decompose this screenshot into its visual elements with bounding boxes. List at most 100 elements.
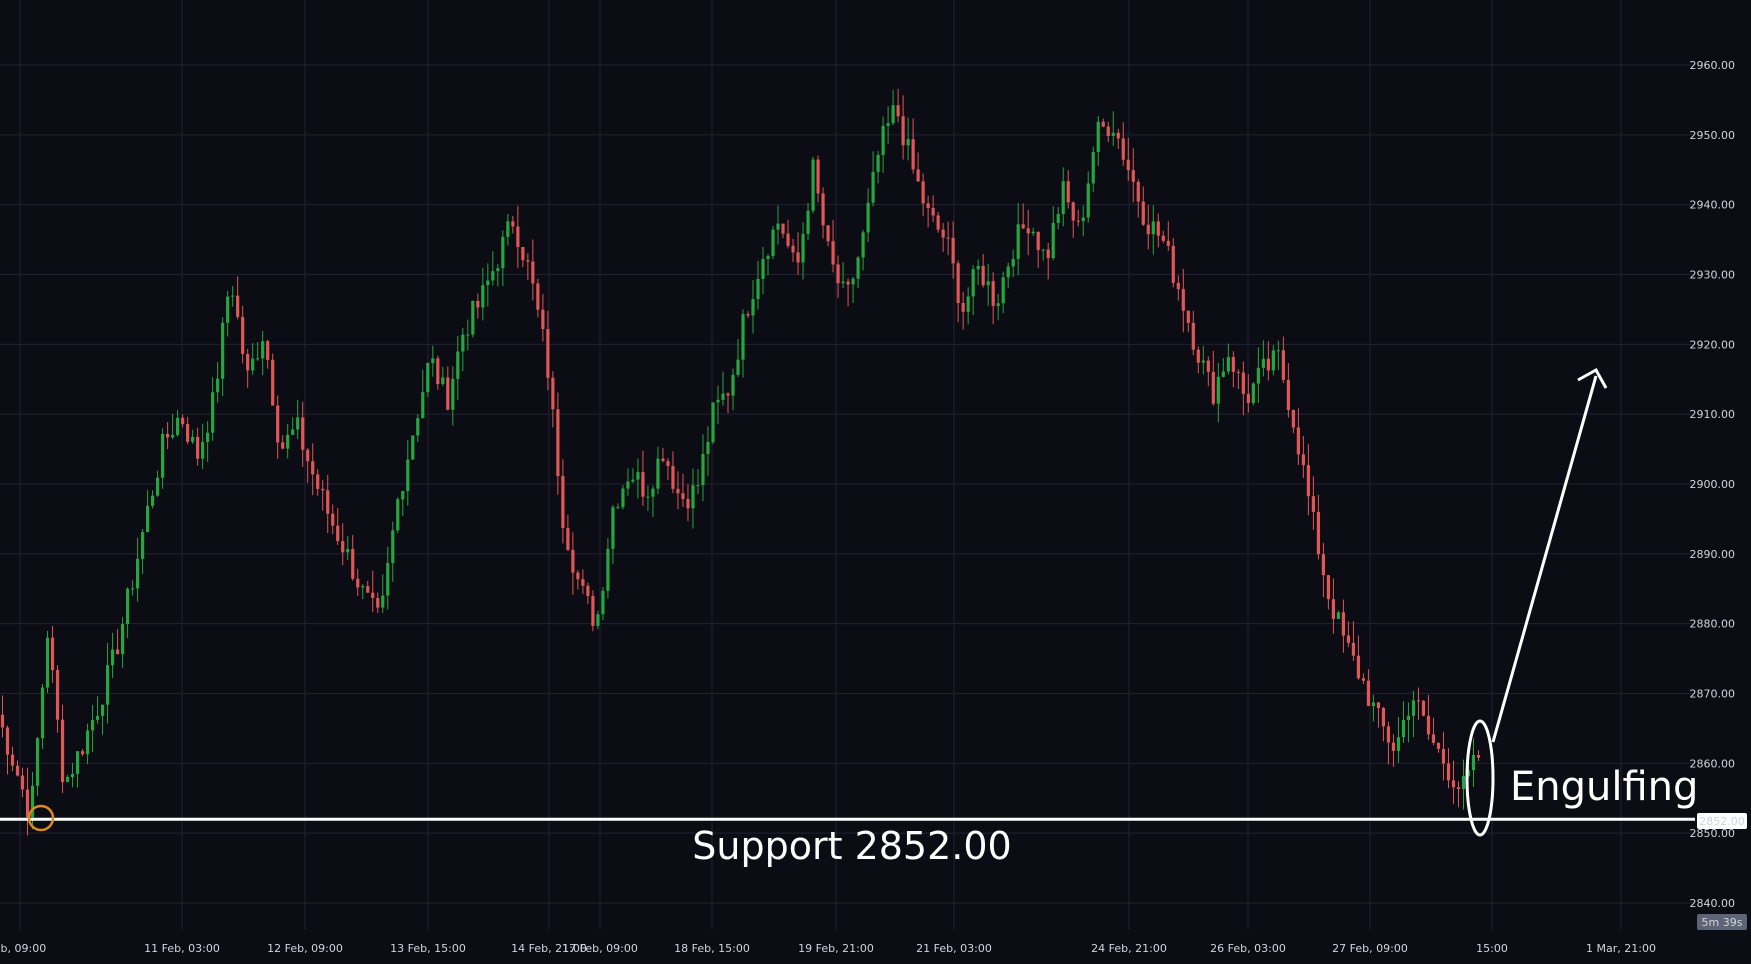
candle-body	[1291, 409, 1295, 428]
candle-body	[1041, 249, 1045, 251]
candle-body	[316, 474, 320, 489]
candle-body	[536, 283, 540, 310]
candle-body	[871, 171, 875, 203]
y-tick-label: 2850.00	[1690, 827, 1736, 840]
candle-body	[271, 359, 275, 406]
svg-text:5m 39s: 5m 39s	[1702, 916, 1743, 929]
candle-body	[1296, 427, 1300, 455]
candle-body	[1316, 511, 1320, 555]
candle-body	[1126, 159, 1130, 171]
candle-body	[1161, 235, 1165, 241]
candle-body	[461, 334, 465, 352]
candle-body	[781, 223, 785, 234]
candle-body	[846, 281, 850, 285]
candle-body	[931, 207, 935, 216]
candle-body	[551, 377, 555, 410]
candle-body	[401, 490, 405, 500]
candle-body	[311, 461, 315, 475]
candle-body	[5, 727, 10, 755]
candle-body	[716, 399, 720, 403]
candle-body	[115, 649, 120, 655]
candle-body	[516, 226, 520, 248]
candle-body	[701, 453, 705, 486]
candle-body	[1211, 371, 1215, 404]
candle-body	[586, 585, 590, 596]
x-tick-label: eb, 09:00	[0, 942, 46, 955]
x-tick-label: 17 Feb, 09:00	[562, 942, 638, 955]
candle-body	[1396, 737, 1401, 751]
candle-body	[85, 730, 90, 755]
candle-body	[351, 549, 355, 579]
candle-body	[1271, 350, 1275, 371]
candle-body	[406, 459, 410, 491]
candle-body	[1056, 214, 1060, 223]
candle-body	[1436, 742, 1441, 749]
candle-body	[125, 588, 130, 625]
candle-body	[446, 377, 450, 410]
candle-body	[256, 358, 260, 360]
candle-body	[451, 378, 455, 410]
candle-body	[786, 233, 790, 246]
candle-body	[1331, 599, 1336, 619]
candle-body	[776, 223, 780, 230]
projection-arrow	[1491, 375, 1598, 743]
candle-body	[281, 442, 285, 449]
candle-body	[641, 472, 645, 497]
candle-body	[721, 393, 725, 400]
candle-body	[70, 773, 75, 778]
candle-body	[40, 687, 45, 739]
candle-body	[626, 481, 630, 489]
candle-body	[1026, 228, 1030, 234]
candle-body	[1101, 121, 1105, 127]
candle-body	[135, 558, 140, 589]
candle-body	[676, 488, 680, 494]
y-tick-label: 2860.00	[1690, 757, 1736, 770]
candle-body	[821, 193, 825, 226]
candle-body	[866, 202, 870, 233]
candle-body	[1086, 183, 1090, 218]
time-axis[interactable]: eb, 09:00 11 Feb, 03:00 12 Feb, 09:00 13 Fe…	[0, 942, 1656, 955]
candle-body	[1321, 554, 1325, 576]
candle-body	[396, 499, 400, 531]
candle-body	[496, 268, 500, 272]
candle-body	[1286, 379, 1290, 410]
candle-body	[886, 123, 890, 126]
candle-body	[671, 465, 675, 489]
candle-body	[736, 359, 740, 375]
x-tick-label: 1 Mar, 21:00	[1586, 942, 1656, 955]
candle-body	[1121, 138, 1125, 160]
candle-body	[1361, 678, 1366, 681]
candle-body	[1231, 357, 1235, 372]
candle-body	[1416, 700, 1421, 702]
candle-body	[196, 436, 200, 459]
y-tick-label: 2930.00	[1690, 269, 1736, 282]
candle-body	[130, 588, 135, 590]
candle-body	[1136, 181, 1140, 202]
candle-body	[216, 378, 220, 393]
candle-body	[266, 341, 270, 360]
candle-body	[181, 417, 185, 425]
candle-body	[321, 488, 325, 491]
candle-body	[466, 334, 470, 336]
candle-body	[566, 528, 570, 550]
x-tick-label: 14 Feb, 21:00	[511, 942, 587, 955]
price-axis[interactable]: 2960.00 2950.00 2940.00 2930.00 2920.00 2910.…	[1690, 59, 1736, 910]
candle-body	[1106, 126, 1110, 136]
candle-body	[601, 590, 605, 615]
candle-body	[1091, 152, 1095, 184]
candle-body	[486, 280, 490, 286]
candle-body	[1031, 231, 1035, 234]
y-tick-label: 2910.00	[1690, 408, 1736, 421]
candle-body	[651, 488, 655, 497]
candle-body	[1251, 383, 1255, 404]
candle-body	[1046, 249, 1050, 259]
candle-body	[876, 154, 880, 172]
candle-body	[1166, 240, 1170, 246]
candle-body	[1061, 181, 1065, 215]
candle-body	[1351, 642, 1356, 656]
candle-body	[25, 789, 30, 818]
candle-body	[906, 139, 910, 146]
x-tick-label: 21 Feb, 03:00	[916, 942, 992, 955]
candle-body	[1146, 224, 1150, 235]
